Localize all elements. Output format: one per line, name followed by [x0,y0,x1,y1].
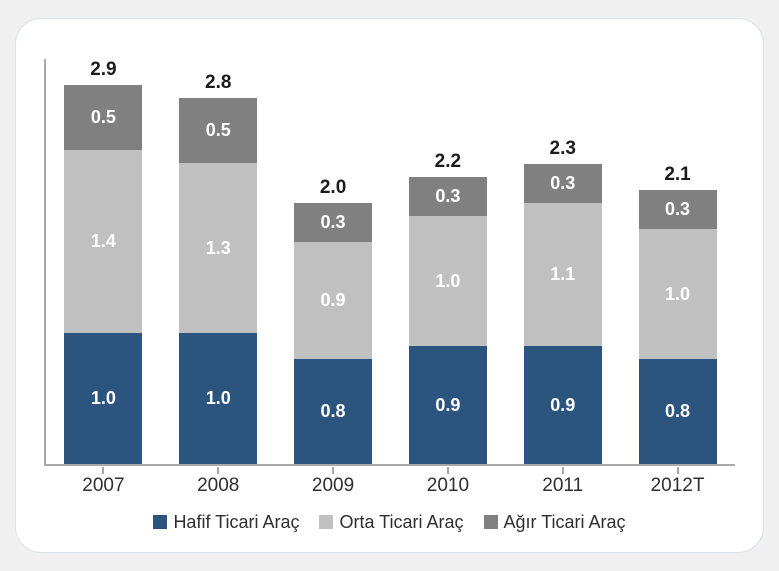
legend-swatch [153,515,167,529]
bar-segment: 1.4 [64,150,142,333]
segment-value-label: 0.9 [435,395,460,416]
bar-group: 2.0 0.8 0.9 0.3 [294,177,372,464]
x-tick: 2007 [64,469,142,497]
legend-label: Orta Ticari Araç [339,512,463,533]
segment-value-label: 0.8 [665,401,690,422]
bar-total-label: 2.2 [435,151,461,173]
bar-segment: 0.3 [639,190,717,229]
segment-value-label: 1.3 [206,238,231,259]
bar-total-label: 2.9 [90,59,116,81]
legend-item: Orta Ticari Araç [319,512,463,533]
chart-plot: 2.9 1.0 1.4 0.5 2.8 1.0 1.3 0.5 2.0 0.8 0.9 0.3 2.2 0… [44,59,735,466]
legend: Hafif Ticari Araç Orta Ticari Araç Ağır Ti… [44,500,735,544]
bar-segment: 0.8 [639,359,717,464]
x-tick-label: 2010 [427,475,469,497]
bar-stack: 0.9 1.0 0.3 [409,177,487,464]
x-tick: 2011 [524,469,602,497]
legend-label: Hafif Ticari Araç [173,512,299,533]
bar-total-label: 2.8 [205,72,231,94]
bar-segment: 1.0 [179,333,257,464]
segment-value-label: 1.0 [206,388,231,409]
x-axis: 2007 2008 2009 2010 2011 2012T [46,466,735,500]
x-tick: 2009 [294,469,372,497]
bar-segment: 1.1 [524,203,602,347]
segment-value-label: 1.0 [665,284,690,305]
x-tick-label: 2009 [312,475,354,497]
segment-value-label: 1.0 [435,271,460,292]
legend-swatch [319,515,333,529]
bar-group: 2.2 0.9 1.0 0.3 [409,151,487,464]
x-tick: 2012T [639,469,717,497]
segment-value-label: 0.5 [91,107,116,128]
bar-container: 2.9 1.0 1.4 0.5 2.8 1.0 1.3 0.5 2.0 0.8 0.9 0.3 2.2 0… [46,59,735,464]
segment-value-label: 1.4 [91,231,116,252]
segment-value-label: 0.3 [321,212,346,233]
x-tick-label: 2007 [82,475,124,497]
bar-segment: 0.3 [524,164,602,203]
segment-value-label: 0.9 [321,290,346,311]
segment-value-label: 1.1 [550,264,575,285]
bar-segment: 1.3 [179,163,257,333]
bar-group: 2.3 0.9 1.1 0.3 [524,138,602,465]
segment-value-label: 0.3 [665,199,690,220]
bar-total-label: 2.0 [320,177,346,199]
segment-value-label: 0.5 [206,120,231,141]
x-tick: 2010 [409,469,487,497]
x-tick-label: 2011 [542,475,583,497]
x-tick-label: 2008 [197,475,239,497]
bar-segment: 0.3 [294,203,372,242]
bar-group: 2.8 1.0 1.3 0.5 [179,72,257,464]
x-tick-label: 2012T [651,475,705,497]
bar-stack: 1.0 1.3 0.5 [179,98,257,464]
bar-total-label: 2.1 [664,164,690,186]
segment-value-label: 1.0 [91,388,116,409]
legend-swatch [484,515,498,529]
bar-group: 2.1 0.8 1.0 0.3 [639,164,717,464]
segment-value-label: 0.9 [550,395,575,416]
bar-segment: 0.8 [294,359,372,464]
bar-stack: 1.0 1.4 0.5 [64,85,142,464]
bar-total-label: 2.3 [550,138,576,160]
bar-segment: 0.5 [64,85,142,150]
bar-segment: 1.0 [64,333,142,464]
legend-item: Ağır Ticari Araç [484,512,626,533]
bar-segment: 0.9 [524,346,602,464]
x-tick: 2008 [179,469,257,497]
bar-segment: 1.0 [639,229,717,360]
legend-item: Hafif Ticari Araç [153,512,299,533]
bar-segment: 0.3 [409,177,487,216]
bar-segment: 0.9 [409,346,487,464]
chart-card: 2.9 1.0 1.4 0.5 2.8 1.0 1.3 0.5 2.0 0.8 0.9 0.3 2.2 0… [15,18,764,553]
bar-segment: 0.9 [294,242,372,360]
bar-stack: 0.8 0.9 0.3 [294,203,372,464]
segment-value-label: 0.3 [550,173,575,194]
bar-segment: 0.5 [179,98,257,163]
bar-stack: 0.9 1.1 0.3 [524,164,602,465]
legend-label: Ağır Ticari Araç [504,512,626,533]
bar-segment: 1.0 [409,216,487,347]
segment-value-label: 0.8 [321,401,346,422]
segment-value-label: 0.3 [435,186,460,207]
bar-stack: 0.8 1.0 0.3 [639,190,717,464]
bar-group: 2.9 1.0 1.4 0.5 [64,59,142,464]
